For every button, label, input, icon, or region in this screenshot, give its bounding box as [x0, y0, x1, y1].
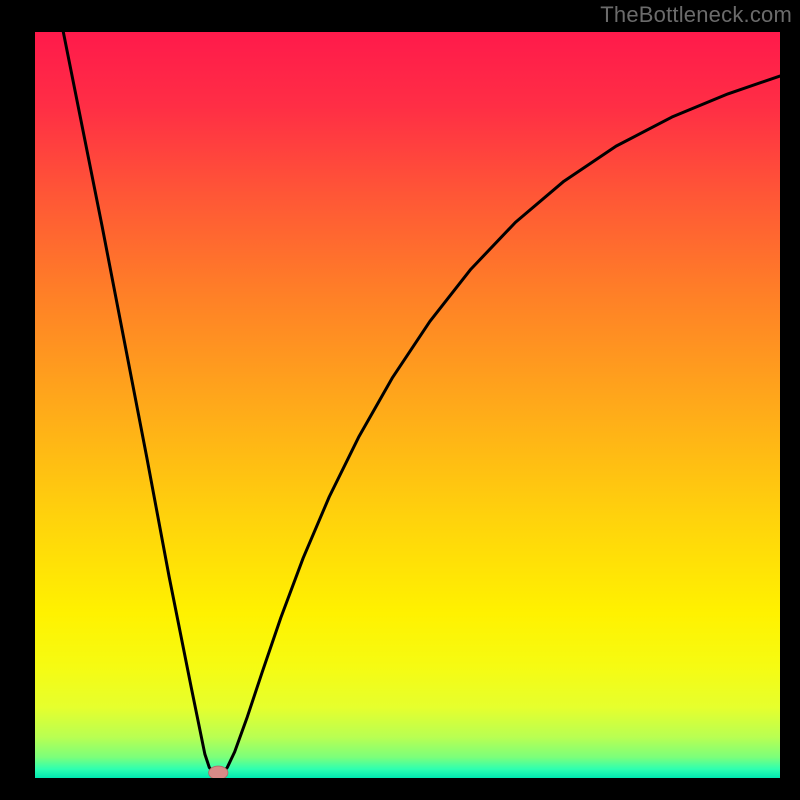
- bottleneck-curve: [35, 32, 780, 778]
- plot-area: [35, 32, 780, 778]
- frame-border-right: [780, 0, 800, 800]
- frame-border-left: [0, 0, 35, 800]
- watermark-text: TheBottleneck.com: [600, 2, 792, 28]
- minimum-marker: [209, 766, 228, 778]
- frame-border-bottom: [0, 778, 800, 800]
- chart-frame: TheBottleneck.com: [0, 0, 800, 800]
